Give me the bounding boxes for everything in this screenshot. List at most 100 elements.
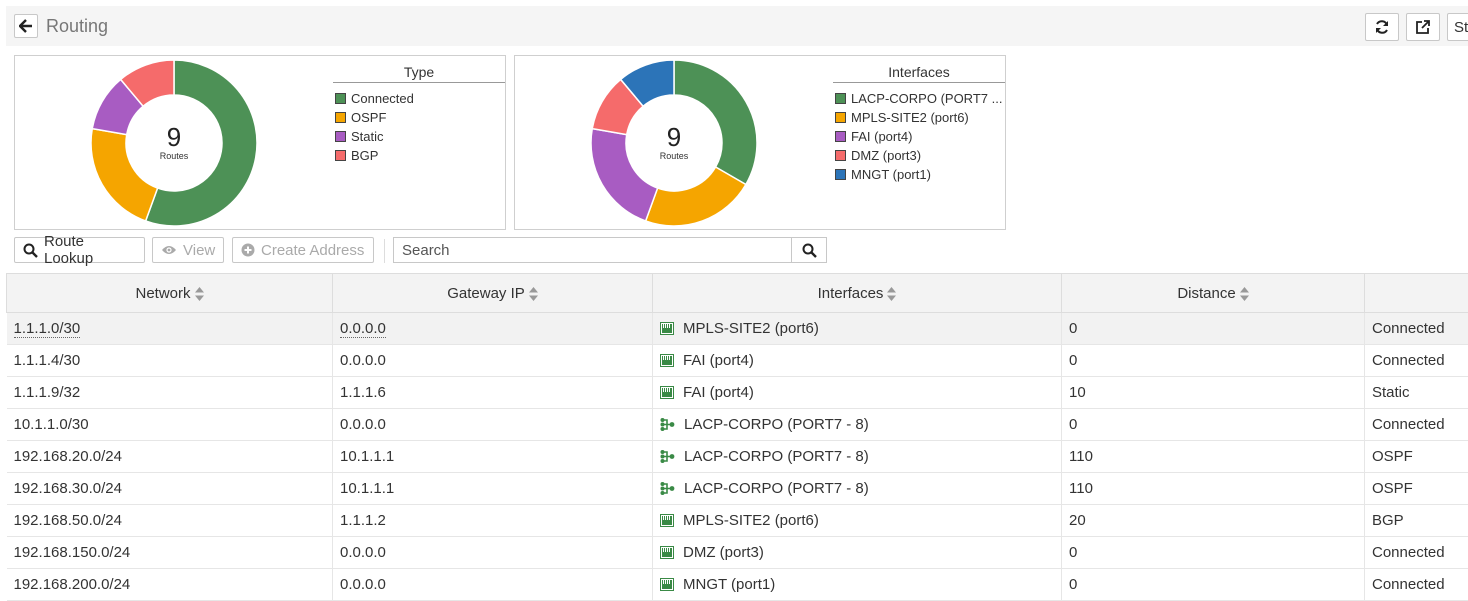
donut-center-value: 9 xyxy=(667,122,681,152)
port-icon xyxy=(660,546,674,559)
table-row[interactable]: 1.1.1.0/30 0.0.0.0 MPLS-SITE2 (port6) 0 Conn… xyxy=(6,312,1468,345)
legend-swatch xyxy=(335,112,346,123)
legend-label: BGP xyxy=(351,148,379,163)
port-icon xyxy=(660,386,674,399)
search-button[interactable] xyxy=(791,238,826,262)
table-header-row: Network Gateway IP Interfaces Distance xyxy=(6,273,1468,313)
donut-slice-connected[interactable] xyxy=(144,59,258,227)
cell-type: Static xyxy=(1364,376,1468,409)
cell-interface: FAI (port4) xyxy=(652,344,1062,377)
clipped-toolbar-button[interactable]: St xyxy=(1447,13,1468,41)
table-row[interactable]: 192.168.30.0/24 10.1.1.1 LACP-CORPO (PORT7… xyxy=(6,472,1468,505)
interfaces-chart-panel: 9 Routes Interfaces LACP-CORPO (PORT7 ..… xyxy=(514,55,1006,230)
cell-type: Connected xyxy=(1364,408,1468,441)
back-button[interactable] xyxy=(14,14,38,38)
donut-slice-ospf[interactable] xyxy=(90,127,159,222)
view-button[interactable]: View xyxy=(152,237,224,263)
port-icon xyxy=(660,578,674,591)
legend-label: DMZ (port3) xyxy=(851,148,922,163)
cell-distance: 110 xyxy=(1061,440,1365,473)
column-header-network[interactable]: Network xyxy=(6,273,333,313)
routing-table: Network Gateway IP Interfaces Distance 1… xyxy=(6,273,1468,601)
table-row[interactable]: 192.168.150.0/24 0.0.0.0 DMZ (port3) 0 Conne… xyxy=(6,536,1468,569)
legend-item[interactable]: FAI (port4) xyxy=(835,127,1005,146)
legend-swatch xyxy=(335,93,346,104)
donut-center-value: 9 xyxy=(167,122,181,152)
cell-gateway-ip: 10.1.1.1 xyxy=(332,472,653,505)
legend-item[interactable]: MNGT (port1) xyxy=(835,165,1005,184)
cell-distance: 0 xyxy=(1061,536,1365,569)
column-header-type[interactable] xyxy=(1364,273,1468,313)
donut-slice-lacp-corpo-port7[interactable] xyxy=(673,59,758,186)
donut-center-label: Routes xyxy=(160,151,189,161)
create-address-button[interactable]: Create Address xyxy=(232,237,374,263)
cell-network: 192.168.50.0/24 xyxy=(6,504,333,537)
cell-interface: DMZ (port3) xyxy=(652,536,1062,569)
search-icon xyxy=(802,243,817,258)
legend-label: LACP-CORPO (PORT7 ... xyxy=(851,91,1003,106)
cell-distance: 0 xyxy=(1061,344,1365,377)
table-row[interactable]: 10.1.1.0/30 0.0.0.0 LACP-CORPO (PORT7 - 8)… xyxy=(6,408,1468,441)
port-icon xyxy=(660,354,674,367)
legend-label: MPLS-SITE2 (port6) xyxy=(851,110,969,125)
legend-title: Type xyxy=(333,56,505,83)
cell-gateway-ip: 0.0.0.0 xyxy=(332,536,653,569)
table-row[interactable]: 1.1.1.4/30 0.0.0.0 FAI (port4) 0 Connected xyxy=(6,344,1468,377)
cell-network: 192.168.150.0/24 xyxy=(6,536,333,569)
legend-item[interactable]: OSPF xyxy=(335,108,505,127)
column-header-distance[interactable]: Distance xyxy=(1061,273,1365,313)
column-header-gateway-ip[interactable]: Gateway IP xyxy=(332,273,653,313)
table-row[interactable]: 1.1.1.9/32 1.1.1.6 FAI (port4) 10 Static xyxy=(6,376,1468,409)
legend-item[interactable]: LACP-CORPO (PORT7 ... xyxy=(835,89,1005,108)
legend-item[interactable]: MPLS-SITE2 (port6) xyxy=(835,108,1005,127)
legend-label: FAI (port4) xyxy=(851,129,913,144)
table-row[interactable]: 192.168.20.0/24 10.1.1.1 LACP-CORPO (PORT7… xyxy=(6,440,1468,473)
search-input[interactable] xyxy=(394,238,792,262)
page-header: Routing St xyxy=(6,6,1468,46)
refresh-button[interactable] xyxy=(1365,13,1399,41)
donut-slice-bgp[interactable] xyxy=(119,59,175,108)
eye-icon xyxy=(161,244,177,256)
open-external-button[interactable] xyxy=(1406,13,1440,41)
cell-network: 192.168.20.0/24 xyxy=(6,440,333,473)
cell-type: Connected xyxy=(1364,536,1468,569)
cell-network: 1.1.1.4/30 xyxy=(6,344,333,377)
donut-slice-fai-port4[interactable] xyxy=(590,127,659,222)
page-title: Routing xyxy=(46,16,109,36)
cell-type: BGP xyxy=(1364,504,1468,537)
cell-type: Connected xyxy=(1364,568,1468,601)
plus-circle-icon xyxy=(241,243,255,257)
donut-slice-mpls-site2-port6[interactable] xyxy=(644,165,747,227)
cell-interface: MPLS-SITE2 (port6) xyxy=(652,504,1062,537)
aggregate-icon xyxy=(660,450,675,463)
external-link-icon xyxy=(1416,20,1430,34)
legend-swatch xyxy=(335,131,346,142)
table-row[interactable]: 192.168.200.0/24 0.0.0.0 MNGT (port1) 0 Conn… xyxy=(6,568,1468,601)
arrow-left-icon xyxy=(19,19,32,33)
cell-distance: 20 xyxy=(1061,504,1365,537)
legend-item[interactable]: DMZ (port3) xyxy=(835,146,1005,165)
route-lookup-label: Route Lookup xyxy=(44,233,94,267)
cell-distance: 110 xyxy=(1061,472,1365,505)
interfaces-legend: Interfaces LACP-CORPO (PORT7 ... MPLS-SIT… xyxy=(833,56,1005,184)
legend-item[interactable]: BGP xyxy=(335,146,505,165)
legend-item[interactable]: Static xyxy=(335,127,505,146)
table-row[interactable]: 192.168.50.0/24 1.1.1.2 MPLS-SITE2 (port6)… xyxy=(6,504,1468,537)
donut-slice-mngt-port1[interactable] xyxy=(619,59,675,108)
route-lookup-button[interactable]: Route Lookup xyxy=(14,233,145,267)
cell-interface: MPLS-SITE2 (port6) xyxy=(652,312,1062,345)
legend-title: Interfaces xyxy=(833,56,1005,83)
cell-network: 1.1.1.9/32 xyxy=(6,376,333,409)
cell-network: 10.1.1.0/30 xyxy=(6,408,333,441)
cell-interface: LACP-CORPO (PORT7 - 8) xyxy=(652,440,1062,473)
cell-gateway-ip: 1.1.1.2 xyxy=(332,504,653,537)
legend-swatch xyxy=(835,131,846,142)
legend-item[interactable]: Connected xyxy=(335,89,505,108)
type-chart-panel: 9 Routes Type Connected OSPF Static BGP xyxy=(14,55,506,230)
legend-label: Connected xyxy=(351,91,414,106)
aggregate-icon xyxy=(660,482,675,495)
column-header-interfaces[interactable]: Interfaces xyxy=(652,273,1062,313)
cell-distance: 0 xyxy=(1061,568,1365,601)
cell-gateway-ip: 0.0.0.0 xyxy=(332,568,653,601)
sort-icon xyxy=(1239,286,1249,301)
